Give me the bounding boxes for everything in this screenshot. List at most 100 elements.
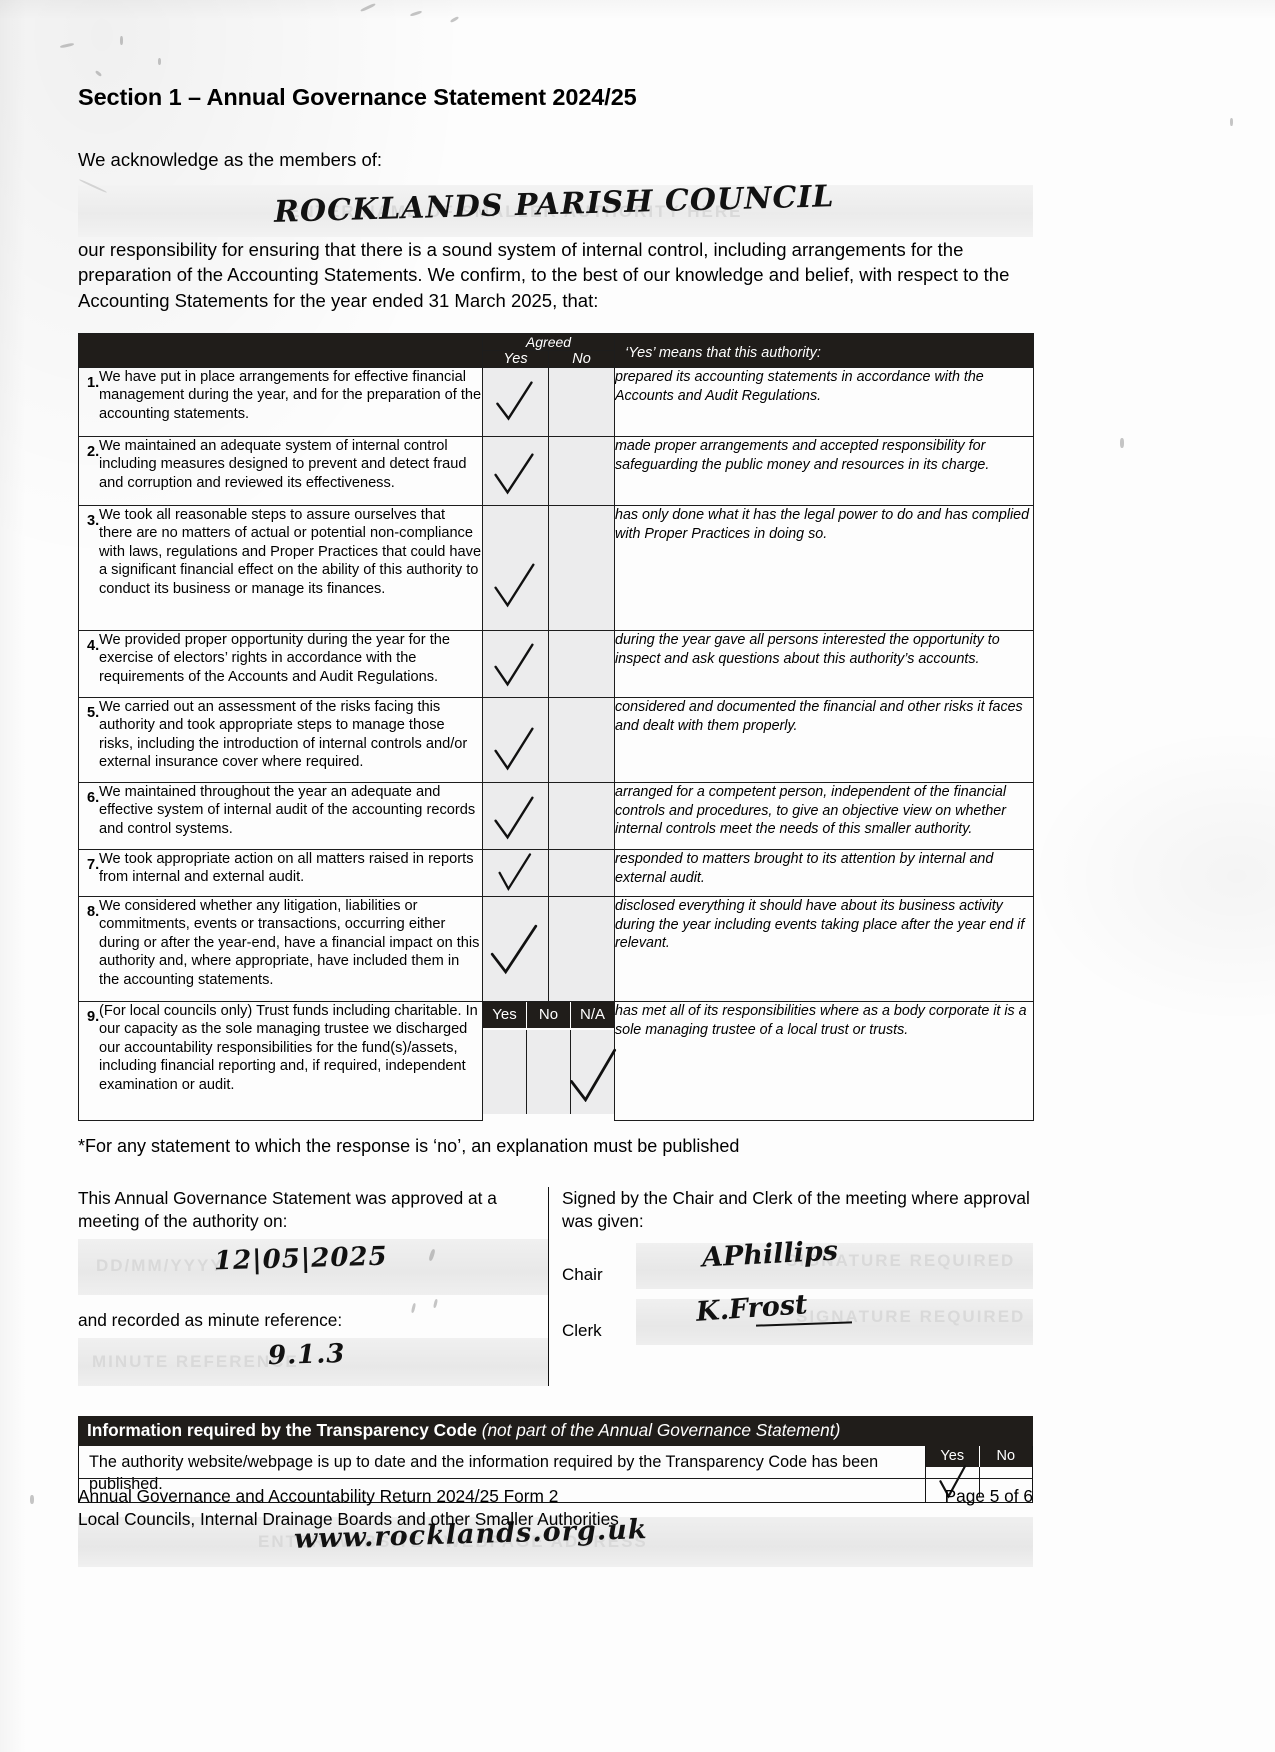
answer-no-cell[interactable]	[548, 630, 615, 698]
statement-text: We maintained throughout the year an ade…	[99, 784, 476, 837]
statement-cell: 1. We have put in place arrangements for…	[78, 367, 483, 437]
row9-answer-no-cell[interactable]	[527, 1030, 571, 1115]
transparency-heading-bold: Information required by the Transparency…	[87, 1420, 477, 1440]
page-footer: Annual Governance and Accountability Ret…	[78, 1478, 1033, 1531]
transparency-yes-label: Yes	[926, 1446, 980, 1467]
minute-reference-handwritten: 9.1.3	[267, 1338, 346, 1372]
statement-cell: 9. (For local councils only) Trust funds…	[78, 1001, 483, 1121]
scan-speck	[1120, 438, 1124, 448]
answer-no-cell[interactable]	[548, 849, 615, 897]
meaning-text: arranged for a competent person, indepen…	[614, 782, 1034, 850]
statement-text: We provided proper opportunity during th…	[99, 632, 450, 685]
chair-signature-field[interactable]: SIGNATURE REQUIRED APhillips	[636, 1235, 1033, 1289]
minute-reference-placeholder: MINUTE REFERENCE	[92, 1352, 299, 1371]
transparency-statement: The authority website/webpage is up to d…	[89, 1453, 879, 1493]
tick-mark-icon	[565, 1048, 619, 1103]
statement-text: We maintained an adequate system of inte…	[99, 438, 467, 491]
footer-content: Annual Governance and Accountability Ret…	[78, 1485, 1033, 1531]
statement-number: 3.	[87, 513, 100, 529]
approval-date-field[interactable]: DD/MM/YYYY 12|05|2025	[78, 1239, 548, 1295]
footer-line-2: Local Councils, Internal Drainage Boards…	[78, 1509, 619, 1529]
transparency-yes-cell[interactable]	[926, 1465, 980, 1499]
transparency-answer-header: Yes No	[926, 1446, 1032, 1467]
statement-number: 7.	[87, 857, 100, 873]
clerk-signature-placeholder: SIGNATURE REQUIRED	[796, 1307, 1026, 1326]
website-address-field[interactable]: ENTER WEBSITE / WEBPAGE ADDRESS www.rock…	[78, 1514, 1033, 1567]
authority-name-field[interactable]: ENTER NAME OF SMALLER AUTHORITY HERE ROC…	[78, 178, 1033, 237]
statement-text: We took all reasonable steps to assure o…	[99, 507, 482, 597]
table-row-9: 9. (For local councils only) Trust funds…	[78, 1001, 1034, 1121]
row9-answer-na-cell[interactable]	[569, 1030, 616, 1115]
row9-option-yes: Yes	[483, 1002, 527, 1028]
footer-line-1: Annual Governance and Accountability Ret…	[78, 1486, 559, 1506]
answer-no-cell[interactable]	[548, 367, 615, 437]
tick-mark-icon	[494, 852, 534, 892]
meaning-text: during the year gave all persons interes…	[614, 630, 1034, 698]
scan-speck	[59, 42, 75, 49]
answer-no-cell[interactable]	[548, 697, 615, 783]
row9-answer-yes-cell[interactable]	[483, 1030, 527, 1115]
header-no: No	[548, 350, 615, 368]
row9-answer-cells	[483, 1030, 616, 1120]
meaning-text: responded to matters brought to its atte…	[614, 849, 1034, 897]
statement-cell: 8. We considered whether any litigation,…	[78, 896, 483, 1002]
table-header-row-1: Agreed ‘Yes’ means that this authority:	[78, 333, 1034, 368]
approval-right: Signed by the Chair and Clerk of the mee…	[548, 1187, 1033, 1386]
minute-reference-label: and recorded as minute reference:	[78, 1310, 343, 1330]
table-row: 1. We have put in place arrangements for…	[78, 367, 1034, 437]
answer-yes-cell[interactable]	[482, 896, 549, 1002]
statement-text: We considered whether any litigation, li…	[99, 898, 480, 988]
meaning-text: made proper arrangements and accepted re…	[614, 436, 1034, 506]
answer-yes-cell[interactable]	[482, 367, 549, 437]
website-address-placeholder: ENTER WEBSITE / WEBPAGE ADDRESS	[258, 1532, 648, 1551]
table-row: 7. We took appropriate action on all mat…	[78, 849, 1034, 897]
statement-number: 9.	[87, 1009, 100, 1025]
signed-by-label: Signed by the Chair and Clerk of the mee…	[562, 1188, 1030, 1231]
answer-no-cell[interactable]	[548, 896, 615, 1002]
transparency-answer-group: Yes No	[925, 1446, 1032, 1502]
scan-speck	[432, 1298, 439, 1309]
header-spacer	[78, 333, 483, 368]
scan-speck	[30, 1495, 34, 1504]
statement-number: 6.	[87, 790, 100, 806]
footer-divider	[78, 1478, 1033, 1479]
transparency-code-section: Information required by the Transparency…	[78, 1416, 1033, 1567]
table-row: 2. We maintained an adequate system of i…	[78, 436, 1034, 506]
answer-yes-cell[interactable]	[482, 436, 549, 506]
answer-yes-cell[interactable]	[482, 849, 549, 897]
page-title: Section 1 – Annual Governance Statement …	[78, 84, 637, 110]
answer-yes-cell[interactable]	[482, 630, 549, 698]
statement-cell: 4. We provided proper opportunity during…	[78, 630, 483, 698]
answer-no-cell[interactable]	[548, 505, 615, 631]
tick-mark-icon	[491, 795, 537, 841]
tick-mark-icon	[491, 378, 537, 424]
meaning-text: prepared its accounting statements in ac…	[614, 367, 1034, 437]
table-row: 5. We carried out an assessment of the r…	[78, 697, 1034, 783]
statement-text: (For local councils only) Trust funds in…	[99, 1003, 478, 1093]
footer-page-number: Page 5 of 6	[944, 1486, 1033, 1506]
answer-yes-cell[interactable]	[482, 782, 549, 850]
scan-speck	[78, 178, 108, 193]
answer-yes-cell[interactable]	[482, 697, 549, 783]
tick-mark-icon	[491, 642, 537, 688]
statement-text: We have put in place arrangements for ef…	[99, 369, 482, 422]
chair-signature-placeholder: SIGNATURE REQUIRED	[786, 1251, 1016, 1270]
authority-name-handwritten: ROCKLANDS PARISH COUNCIL	[273, 178, 835, 230]
minute-reference-field[interactable]: MINUTE REFERENCE 9.1.3	[78, 1338, 548, 1386]
statement-cell: 6. We maintained throughout the year an …	[78, 782, 483, 850]
answer-yes-cell[interactable]	[482, 505, 549, 631]
clerk-signature-field[interactable]: SIGNATURE REQUIRED K.Frost	[636, 1289, 1033, 1345]
answer-no-cell[interactable]	[548, 436, 615, 506]
answer-no-cell[interactable]	[548, 782, 615, 850]
transparency-heading-italic: (not part of the Annual Governance State…	[481, 1420, 841, 1440]
tick-mark-icon	[935, 1465, 969, 1499]
tick-mark-icon	[491, 562, 537, 608]
clerk-signature-ink: K.Frost	[695, 1289, 809, 1328]
row9-options-header-cell: Yes No N/A	[483, 1002, 615, 1031]
row9-option-na: N/A	[571, 1002, 614, 1028]
scan-speck	[120, 36, 123, 45]
table-row: 6. We maintained throughout the year an …	[78, 782, 1034, 850]
governance-statement-table: Agreed ‘Yes’ means that this authority: …	[78, 333, 1034, 1121]
table-row: 4. We provided proper opportunity during…	[78, 630, 1034, 698]
